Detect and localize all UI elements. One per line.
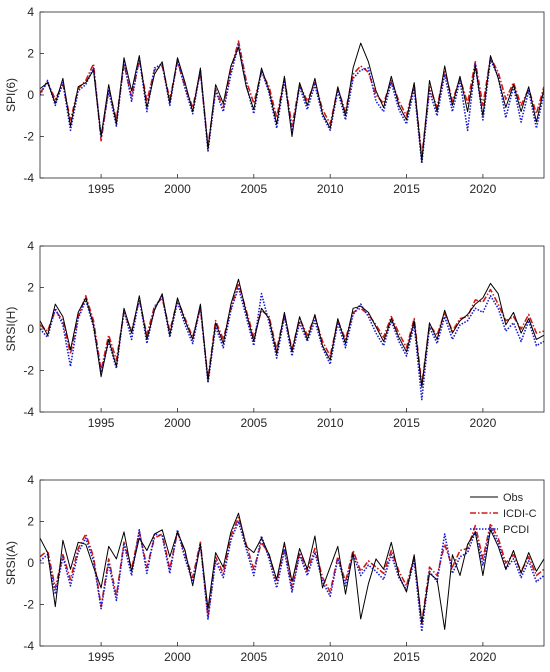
x-tick-label: 2010	[317, 416, 344, 430]
axes-box	[39, 479, 545, 647]
y-tick-label: -4	[23, 405, 34, 419]
x-tick-label: 2015	[393, 182, 420, 196]
y-tick-label: -4	[23, 171, 34, 185]
axes-box	[39, 245, 545, 413]
series-line-solid	[40, 42, 544, 162]
y-axis-label: SRSI(A)	[4, 541, 18, 585]
series-line-icdi-c	[40, 516, 544, 625]
x-tick-label: 2020	[470, 416, 497, 430]
x-tick-label: 1995	[88, 416, 115, 430]
y-tick-label: -2	[23, 598, 34, 612]
legend: Obs ICDI-C PCDI	[470, 492, 537, 536]
legend-label: ICDI-C	[503, 508, 537, 520]
x-tick-label: 2005	[240, 182, 267, 196]
series-line-pcdi	[40, 520, 544, 633]
x-tick-label: 2020	[470, 650, 497, 664]
x-tick-label: 2020	[470, 182, 497, 196]
y-tick-label: 2	[27, 281, 34, 295]
x-tick-label: 2000	[164, 650, 191, 664]
series-line-obs	[40, 512, 544, 630]
x-tick-label: 2010	[317, 182, 344, 196]
x-tick-label: 2015	[393, 416, 420, 430]
series-line-solid	[40, 278, 544, 388]
y-tick-label: -4	[23, 639, 34, 653]
x-tick-label: 2005	[240, 416, 267, 430]
y-tick-label: 0	[27, 322, 34, 336]
x-tick-label: 2000	[164, 182, 191, 196]
x-tick-label: 1995	[88, 182, 115, 196]
y-tick-label: 0	[27, 556, 34, 570]
y-tick-label: 4	[27, 5, 34, 19]
y-axis-label: SPI(6)	[4, 78, 18, 112]
y-tick-label: 4	[27, 239, 34, 253]
series-line-dashdot	[40, 282, 544, 386]
y-axis-label: SRSI(H)	[4, 307, 18, 352]
y-tick-label: 2	[27, 47, 34, 61]
legend-label: Obs	[503, 492, 524, 504]
x-tick-label: 2000	[164, 416, 191, 430]
x-tick-label: 2005	[240, 650, 267, 664]
x-tick-label: 2015	[393, 650, 420, 664]
panel-2: 1995 2000 2005 2010 2015 2020 -4 -2 0 2 4 SRSI(H)	[4, 239, 545, 430]
legend-label: PCDI	[503, 524, 529, 536]
panel-3: 1995 2000 2005 2010 2015 2020 -4 -2 0 2 4 SRSI(A) Ob…	[4, 473, 545, 664]
y-tick-label: -2	[23, 130, 34, 144]
x-tick-label: 2010	[317, 650, 344, 664]
y-tick-label: 2	[27, 515, 34, 529]
series-line-dashdot	[40, 40, 544, 159]
y-tick-label: -2	[23, 364, 34, 378]
series-line-dotted	[40, 286, 544, 401]
y-tick-label: 4	[27, 473, 34, 487]
x-tick-label: 1995	[88, 650, 115, 664]
panel-1: 1995 2000 2005 2010 2015 2020 -4 -2 0 2 4 SPI(6)	[4, 5, 545, 196]
y-tick-label: 0	[27, 88, 34, 102]
